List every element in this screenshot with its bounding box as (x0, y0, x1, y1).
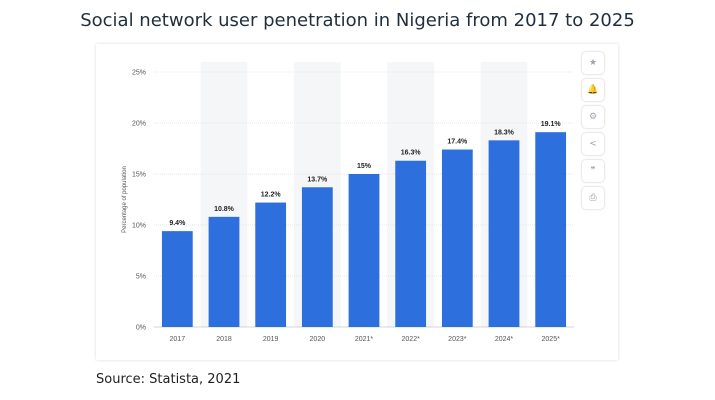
bar[interactable] (395, 160, 427, 327)
x-tick-label: 2024* (495, 336, 514, 343)
bar[interactable] (208, 216, 240, 327)
bar[interactable] (255, 202, 287, 327)
data-label: 19.1% (541, 121, 562, 128)
data-label: 10.8% (214, 206, 235, 213)
x-axis-ticks: 2017 2018 2019 2020 2021* 2022* 2023* 2024* 2025… (170, 336, 561, 343)
page-title: Social network user penetration in Niger… (80, 10, 635, 31)
bar[interactable] (488, 140, 520, 327)
data-label: 15% (357, 163, 372, 170)
x-tick-label: 2025* (542, 336, 561, 343)
x-tick-label: 2019 (263, 336, 279, 343)
data-label: 12.2% (261, 192, 282, 199)
y-tick-label: 15% (132, 172, 146, 179)
print-icon[interactable]: ⎙ (582, 187, 604, 209)
y-tick-label: 5% (136, 274, 146, 281)
bar[interactable] (348, 174, 380, 327)
y-tick-label: 10% (132, 223, 146, 230)
data-label: 18.3% (494, 129, 515, 136)
chart-toolbar: ★ 🔔 ⚙ < ❞ ⎙ (582, 52, 606, 214)
data-label: 9.4% (169, 220, 186, 227)
bell-icon[interactable]: 🔔 (582, 79, 604, 101)
x-tick-label: 2018 (216, 336, 232, 343)
x-tick-label: 2023* (448, 336, 467, 343)
x-tick-label: 2017 (170, 336, 186, 343)
x-tick-label: 2021* (355, 336, 374, 343)
data-label: 13.7% (307, 176, 328, 183)
data-label: 16.3% (401, 150, 422, 157)
y-axis-ticks: 0% 5% 10% 15% 20% 25% (132, 70, 146, 332)
star-icon[interactable]: ★ (582, 52, 604, 74)
share-icon[interactable]: < (582, 133, 604, 155)
source-note: Source: Statista, 2021 (96, 372, 241, 387)
quote-icon[interactable]: ❞ (582, 160, 604, 182)
bar[interactable] (441, 149, 473, 327)
bar-chart: 0% 5% 10% 15% 20% 25% 9.4% 10.8% 12.2% 13.7% 15% 1… (122, 62, 574, 343)
y-tick-label: 0% (136, 325, 146, 332)
x-tick-label: 2020 (310, 336, 326, 343)
bar[interactable] (301, 187, 333, 327)
chart-card: 0% 5% 10% 15% 20% 25% 9.4% 10.8% 12.2% 13.7% 15% 1… (96, 44, 618, 360)
bars (161, 132, 567, 327)
y-tick-label: 20% (132, 121, 146, 128)
data-labels: 9.4% 10.8% 12.2% 13.7% 15% 16.3% 17.4% 18.3% 19.… (169, 121, 561, 227)
x-tick-label: 2022* (402, 336, 421, 343)
bar[interactable] (535, 132, 567, 327)
gear-icon[interactable]: ⚙ (582, 106, 604, 128)
data-label: 17.4% (447, 139, 468, 146)
y-axis-label: Percentage of population (122, 166, 128, 233)
bar[interactable] (161, 231, 193, 327)
y-tick-label: 25% (132, 70, 146, 77)
